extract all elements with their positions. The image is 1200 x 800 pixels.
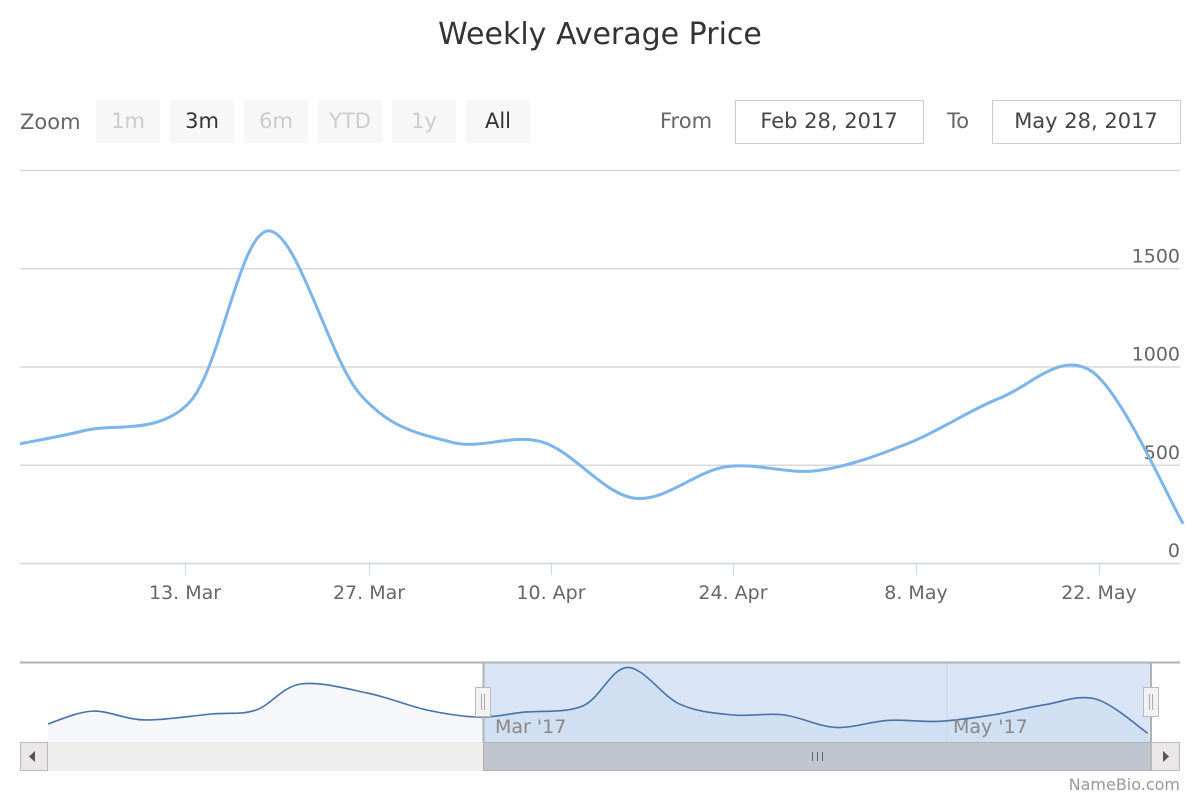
navigator-line: [47, 666, 1149, 734]
zoom-button-1m[interactable]: 1m: [96, 100, 160, 143]
from-label: From: [660, 109, 712, 133]
scrollbar-right-button[interactable]: [1151, 742, 1180, 771]
zoom-button-all[interactable]: All: [466, 100, 530, 143]
series-line: [19, 229, 1185, 525]
x-tick-label: 8. May: [884, 582, 947, 604]
navigator-selection-mask[interactable]: [483, 663, 1151, 742]
chart-title: Weekly Average Price: [438, 17, 762, 52]
scrollbar-grip-icon: [812, 752, 823, 761]
zoom-button-label: 6m: [259, 109, 293, 133]
zoom-button-label: 1y: [411, 109, 437, 133]
zoom-label: Zoom: [20, 110, 81, 134]
y-tick-label: 500: [1144, 442, 1180, 464]
navigator-label-may: May '17: [953, 716, 1028, 738]
y-tick-label: 1000: [1132, 344, 1180, 366]
x-tick-label: 13. Mar: [149, 582, 221, 604]
zoom-button-label: 3m: [185, 109, 219, 133]
y-tick-label: 1500: [1132, 245, 1180, 267]
x-tick-label: 10. Apr: [516, 582, 585, 604]
x-tick-label: 22. May: [1061, 582, 1137, 604]
scrollbar-left-button[interactable]: [20, 742, 48, 771]
from-date-input[interactable]: [735, 100, 924, 144]
from-date-value: Feb 28, 2017: [760, 109, 897, 133]
zoom-button-label: YTD: [328, 109, 371, 133]
credits-link[interactable]: NameBio.com: [1069, 775, 1180, 794]
zoom-button-6m[interactable]: 6m: [244, 100, 308, 143]
x-tick-label: 27. Mar: [333, 582, 405, 604]
x-tick-label: 24. Apr: [698, 582, 767, 604]
navigator-handle-left[interactable]: [475, 687, 491, 717]
zoom-button-1y[interactable]: 1y: [392, 100, 456, 143]
navigator-handle-right[interactable]: [1143, 687, 1159, 717]
zoom-button-label: 1m: [111, 109, 145, 133]
y-tick-label: 0: [1168, 540, 1180, 562]
zoom-button-3m[interactable]: 3m: [170, 100, 234, 143]
to-date-value: May 28, 2017: [1014, 109, 1158, 133]
zoom-button-ytd[interactable]: YTD: [318, 100, 382, 143]
zoom-button-label: All: [485, 109, 511, 133]
to-date-input[interactable]: [992, 100, 1181, 144]
to-label: To: [946, 109, 969, 133]
navigator-area: [48, 667, 1148, 742]
navigator-label-mar: Mar '17: [495, 716, 566, 738]
arrow-right-icon: [1163, 751, 1169, 762]
arrow-left-icon: [29, 751, 35, 762]
